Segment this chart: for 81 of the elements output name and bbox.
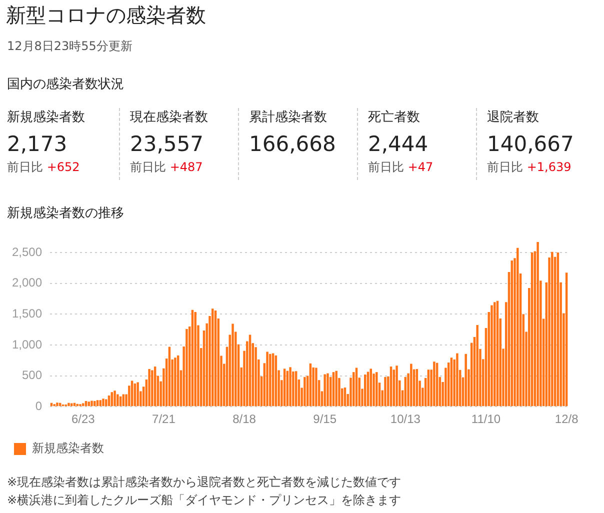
bar: [114, 390, 116, 406]
x-tick-label: 7/21: [152, 412, 176, 426]
category-label: 死亡者数: [368, 109, 421, 126]
bar: [136, 382, 139, 406]
y-tick-label: 2,000: [12, 276, 42, 290]
text: 前日比: [7, 160, 43, 174]
bar: [102, 398, 104, 406]
text: ※現在感染者数は累計感染者数から退院者数と死亡者数を減じた数値です: [7, 474, 402, 491]
bar: [335, 370, 338, 406]
bar: [384, 377, 386, 406]
bar: [396, 366, 398, 406]
bar: [70, 403, 73, 406]
x-tick-label: 10/13: [390, 412, 421, 426]
bar: [536, 242, 539, 406]
text: 前日比: [487, 160, 523, 174]
bar: [116, 394, 119, 406]
data-label: 166,668: [249, 132, 337, 156]
x-tick-label: 11/10: [471, 412, 501, 426]
bar: [433, 362, 436, 406]
bar: [88, 402, 90, 406]
bar: [194, 312, 196, 406]
data-label: +1,639: [526, 160, 572, 174]
category-label: 現在感染者数: [130, 109, 209, 126]
bar: [232, 324, 234, 406]
bar: [76, 404, 78, 406]
data-label: +47: [408, 160, 434, 174]
bar: [292, 371, 294, 406]
data-label: 140,667: [487, 132, 575, 156]
bar: [364, 374, 366, 406]
x-tick-label: 9/15: [313, 412, 337, 426]
text: 国内の感染者数状況: [7, 76, 124, 93]
text: 新型コロナの感染者数: [6, 2, 206, 29]
data-label: +652: [46, 160, 80, 174]
category-label: 新規感染者数: [7, 109, 86, 126]
bar: [456, 353, 458, 406]
legend-label: 新規感染者数: [32, 441, 104, 456]
bar: [516, 248, 519, 406]
bar: [94, 401, 96, 406]
x-tick-label: 6/23: [71, 412, 96, 426]
category-label: 退院者数: [487, 109, 540, 126]
bar: [312, 367, 314, 406]
text: 前日比: [130, 160, 166, 174]
bar: [326, 373, 329, 406]
bar: [476, 324, 478, 406]
chart-title: 新規感染者数の推移: [7, 205, 124, 222]
bar: [105, 399, 108, 406]
data-label: 2,173: [7, 132, 68, 156]
bar: [289, 367, 292, 406]
bar: [82, 403, 84, 406]
bar: [68, 402, 70, 406]
data-label: +487: [170, 160, 203, 174]
bar: [90, 400, 93, 406]
text: 前日比: [368, 160, 404, 174]
y-tick-label: 0: [35, 398, 42, 413]
bar: [324, 374, 326, 406]
bar: [56, 402, 58, 406]
data-label: 2,444: [368, 132, 430, 156]
y-tick-label: 500: [22, 368, 42, 382]
bar: [151, 370, 154, 406]
bar: [490, 305, 493, 406]
bar: [410, 364, 412, 406]
bar: [551, 252, 554, 406]
bar: [148, 369, 150, 406]
bar: [464, 354, 467, 406]
bar: [376, 372, 378, 406]
bar: [186, 328, 188, 406]
y-tick-label: 1,500: [12, 306, 42, 320]
bar: [254, 347, 257, 406]
x-tick-label: 8/18: [232, 412, 256, 426]
bar: [266, 352, 268, 406]
bar: [269, 354, 272, 406]
category-label: 累計感染者数: [249, 109, 328, 126]
x-tick-label: 12/8: [554, 412, 579, 426]
bar: [315, 368, 318, 406]
data-label: 23,557: [130, 132, 204, 156]
bar: [304, 377, 306, 406]
text: ※横浜港に到着したクルーズ船「ダイヤモンド・プリンセス」を除きます: [7, 492, 402, 509]
bar: [174, 358, 176, 406]
y-tick-label: 1,000: [12, 337, 42, 352]
text: 12月8日23時55分更新: [7, 38, 132, 55]
y-tick-label: 2,500: [12, 244, 42, 259]
